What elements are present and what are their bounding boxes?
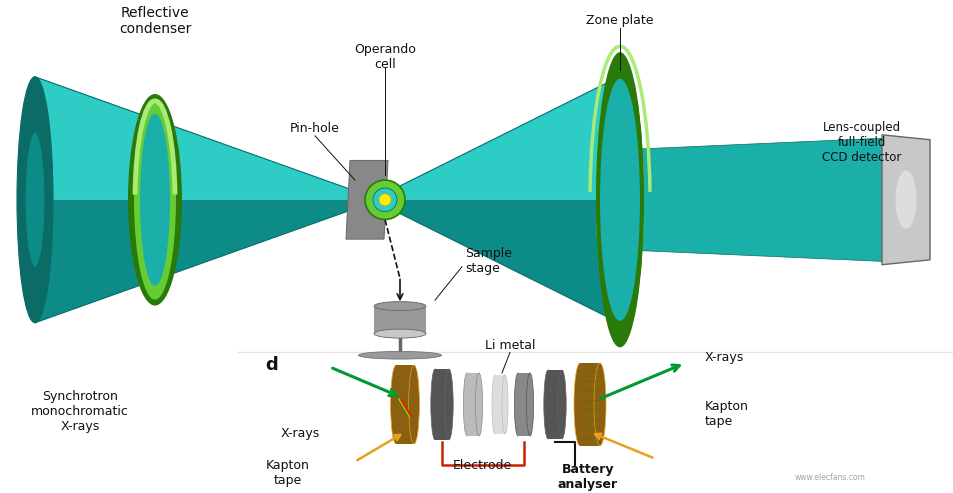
Text: Kapton
tape: Kapton tape: [266, 459, 310, 488]
Ellipse shape: [365, 180, 405, 219]
Text: Kapton
tape: Kapton tape: [704, 400, 748, 428]
Ellipse shape: [463, 373, 470, 436]
Text: Electrode: Electrode: [452, 459, 511, 472]
Bar: [579, 363, 599, 446]
Text: Operando
cell: Operando cell: [354, 43, 416, 71]
Ellipse shape: [596, 52, 643, 348]
Bar: [395, 365, 414, 444]
Text: Reflective
condenser: Reflective condenser: [119, 5, 191, 36]
Text: Synchrotron
monochromatic
X-rays: Synchrotron monochromatic X-rays: [31, 390, 129, 433]
Ellipse shape: [599, 79, 639, 321]
Text: www.elecfans.com: www.elecfans.com: [794, 473, 864, 482]
Bar: [547, 370, 561, 439]
Ellipse shape: [594, 363, 605, 446]
Ellipse shape: [431, 369, 438, 440]
Ellipse shape: [25, 132, 45, 267]
Polygon shape: [882, 135, 929, 265]
Ellipse shape: [596, 56, 643, 344]
Ellipse shape: [574, 363, 585, 446]
Ellipse shape: [408, 365, 419, 444]
Bar: [374, 306, 426, 334]
Polygon shape: [629, 138, 884, 261]
Polygon shape: [390, 200, 624, 326]
Polygon shape: [390, 74, 624, 200]
Text: X-rays: X-rays: [280, 427, 319, 440]
Ellipse shape: [606, 74, 642, 326]
Text: X-rays: X-rays: [704, 351, 743, 364]
Bar: [517, 373, 530, 436]
Text: Battery
analyser: Battery analyser: [558, 463, 618, 492]
Ellipse shape: [140, 114, 170, 286]
Ellipse shape: [596, 71, 643, 329]
Ellipse shape: [492, 375, 497, 434]
Ellipse shape: [128, 94, 182, 306]
Ellipse shape: [475, 373, 482, 436]
Ellipse shape: [596, 66, 643, 334]
Text: Sample
stage: Sample stage: [464, 247, 512, 275]
Ellipse shape: [358, 352, 441, 359]
Ellipse shape: [514, 373, 521, 436]
Ellipse shape: [374, 329, 426, 338]
Text: d: d: [265, 356, 278, 374]
Ellipse shape: [596, 61, 643, 339]
Ellipse shape: [390, 365, 401, 444]
Ellipse shape: [543, 370, 552, 439]
Ellipse shape: [373, 188, 396, 211]
Bar: [467, 373, 478, 436]
Bar: [495, 375, 504, 434]
Ellipse shape: [17, 77, 53, 323]
Polygon shape: [35, 77, 355, 200]
Text: Zone plate: Zone plate: [586, 14, 653, 27]
Bar: [435, 369, 449, 440]
Text: Lens-coupled
full-field
CCD detector: Lens-coupled full-field CCD detector: [821, 121, 901, 164]
Ellipse shape: [501, 375, 507, 434]
Ellipse shape: [526, 373, 533, 436]
Ellipse shape: [374, 302, 426, 311]
Text: Pin-hole: Pin-hole: [290, 122, 339, 136]
Polygon shape: [346, 160, 388, 239]
Polygon shape: [35, 200, 355, 323]
Ellipse shape: [378, 194, 391, 206]
Ellipse shape: [895, 171, 916, 229]
Ellipse shape: [558, 370, 566, 439]
Ellipse shape: [618, 149, 641, 250]
Ellipse shape: [444, 369, 453, 440]
Ellipse shape: [133, 100, 175, 300]
Text: Li metal: Li metal: [484, 339, 535, 352]
